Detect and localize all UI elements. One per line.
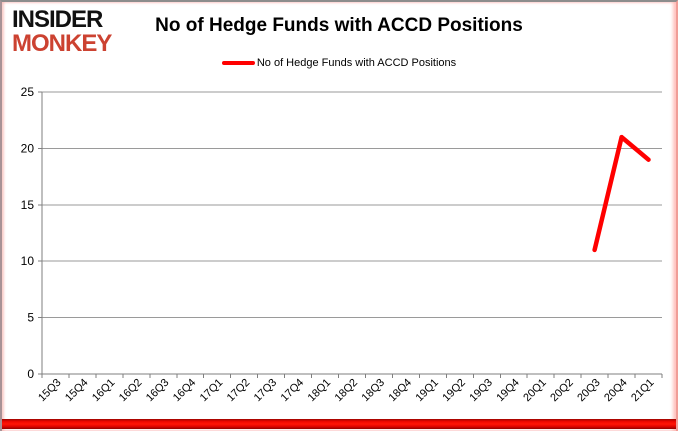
svg-text:10: 10 — [21, 254, 35, 268]
svg-text:5: 5 — [27, 311, 34, 325]
svg-text:15: 15 — [21, 198, 35, 212]
svg-text:25: 25 — [21, 85, 35, 99]
bottom-red-bar — [2, 419, 676, 429]
svg-text:17Q4: 17Q4 — [279, 377, 307, 405]
legend: No of Hedge Funds with ACCD Positions — [2, 57, 676, 69]
series-line — [592, 134, 651, 253]
logo-text-monkey: MONKEY — [12, 29, 112, 57]
chart-title: No of Hedge Funds with ACCD Positions — [155, 15, 523, 36]
svg-text:19Q1: 19Q1 — [413, 377, 441, 405]
svg-text:18Q2: 18Q2 — [333, 377, 361, 405]
svg-text:20Q3: 20Q3 — [575, 377, 603, 405]
svg-text:18Q1: 18Q1 — [306, 377, 334, 405]
svg-text:16Q3: 16Q3 — [144, 377, 172, 405]
svg-text:15Q4: 15Q4 — [63, 377, 91, 405]
svg-text:21Q1: 21Q1 — [629, 377, 657, 405]
svg-text:20: 20 — [21, 141, 35, 155]
y-axis-labels: 0 5 10 15 20 25 — [21, 85, 35, 381]
axes — [38, 91, 663, 378]
svg-text:19Q2: 19Q2 — [440, 377, 468, 405]
svg-text:16Q2: 16Q2 — [117, 377, 145, 405]
svg-text:15Q3: 15Q3 — [36, 377, 64, 405]
svg-text:17Q2: 17Q2 — [225, 377, 253, 405]
svg-text:20Q2: 20Q2 — [548, 377, 576, 405]
svg-text:17Q1: 17Q1 — [198, 377, 226, 405]
svg-text:17Q3: 17Q3 — [252, 377, 280, 405]
svg-text:18Q3: 18Q3 — [360, 377, 388, 405]
x-axis-labels: 15Q3 15Q4 16Q1 16Q2 16Q3 16Q4 17Q1 17Q2 17Q3 17Q4… — [36, 377, 657, 405]
insider-monkey-logo: INSIDER MONKEY — [12, 6, 112, 57]
y-gridlines — [42, 91, 662, 319]
logo-text-insider: INSIDER — [12, 6, 103, 33]
svg-text:18Q4: 18Q4 — [387, 377, 415, 405]
svg-text:20Q1: 20Q1 — [521, 377, 549, 405]
series-lines — [592, 134, 651, 253]
legend-line-swatch — [221, 61, 255, 65]
svg-text:0: 0 — [27, 367, 34, 381]
svg-text:19Q3: 19Q3 — [467, 377, 495, 405]
legend-label: No of Hedge Funds with ACCD Positions — [256, 57, 457, 69]
svg-text:16Q1: 16Q1 — [90, 377, 118, 405]
svg-text:16Q4: 16Q4 — [171, 377, 199, 405]
svg-text:19Q4: 19Q4 — [494, 377, 522, 405]
svg-text:20Q4: 20Q4 — [602, 377, 630, 405]
